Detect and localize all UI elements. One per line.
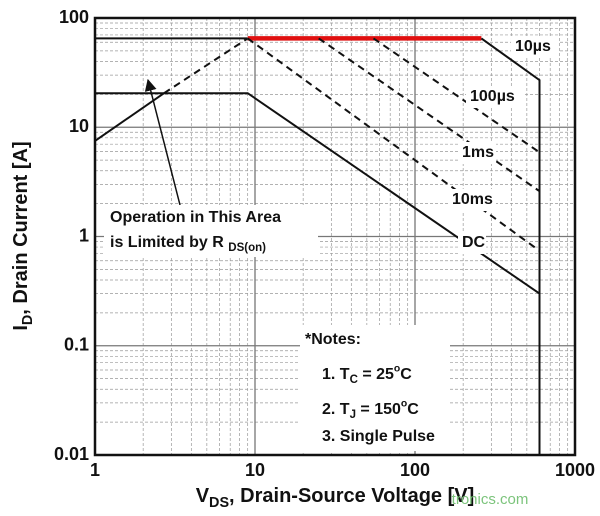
- annotation-text: Operation in This Area: [110, 209, 281, 226]
- y-axis-label-part: I: [10, 325, 32, 331]
- series-line: [480, 37, 541, 455]
- note-text-part: o: [394, 363, 400, 374]
- series-label: 10ms: [452, 191, 493, 208]
- annotation-text: is Limited by R DS(on): [110, 234, 266, 254]
- series-line: [318, 37, 541, 193]
- watermark: tronics.com: [452, 491, 529, 508]
- annotation-arrow: [144, 78, 181, 206]
- y-tick-label: 100: [59, 7, 89, 27]
- series-label-bg: [458, 142, 496, 164]
- note-text-part: 1. T: [322, 366, 350, 383]
- plot-frame: [93, 16, 577, 457]
- y-axis-label-part: D: [20, 315, 36, 325]
- note-text-part: = 25: [358, 366, 394, 383]
- note-text-part: 2. T: [322, 401, 350, 418]
- x-tick-label: 1000: [555, 460, 595, 480]
- y-tick-label: 0.01: [54, 444, 89, 464]
- note-text-part: C: [407, 401, 419, 418]
- series-line: [163, 37, 249, 95]
- series-label: DC: [462, 234, 486, 251]
- annotation-text-part: Operation in This Area: [110, 209, 281, 226]
- series-label: 10µs: [515, 38, 551, 55]
- note-text: 3. Single Pulse: [322, 428, 435, 445]
- annotation-box: [104, 205, 318, 257]
- note-text: 2. TJ = 150oC: [322, 398, 419, 420]
- note-text-part: = 150: [356, 401, 401, 418]
- series-line: [372, 37, 541, 154]
- y-axis-label-part: , Drain Current [A]: [10, 141, 32, 314]
- x-axis-label: VDS, Drain-Source Voltage [V]: [196, 485, 475, 511]
- x-axis-label-part: , Drain-Source Voltage [V]: [229, 485, 474, 507]
- x-tick-label: 1: [90, 460, 100, 480]
- series-group: [94, 36, 541, 455]
- note-text-part: o: [401, 398, 407, 409]
- note-text-part: C: [350, 374, 358, 386]
- note-text: *Notes:: [305, 331, 361, 348]
- note-text-part: J: [350, 409, 356, 421]
- y-tick-label: 0.1: [64, 335, 89, 355]
- x-axis-label-part: DS: [209, 495, 229, 511]
- x-axis-label-part: V: [196, 485, 210, 507]
- note-text-part: *Notes:: [305, 331, 361, 348]
- series-label-bg: [466, 86, 524, 108]
- note-text: 1. TC = 25oC: [322, 363, 412, 385]
- series-label-bg: [448, 189, 496, 211]
- series-label: 100µs: [470, 88, 515, 105]
- annotation-text-part: is Limited by R: [110, 234, 228, 251]
- series-line: [94, 92, 165, 142]
- x-tick-label: 100: [400, 460, 430, 480]
- note-text-part: 3. Single Pulse: [322, 428, 435, 445]
- y-axis-label: ID, Drain Current [A]: [10, 141, 36, 330]
- y-tick-label: 10: [69, 116, 89, 136]
- annotation-text-part: DS(on): [228, 242, 266, 254]
- series-line: [247, 37, 541, 252]
- notes-box: [300, 325, 450, 451]
- series-label-bg: [511, 36, 559, 58]
- y-tick-label: 1: [79, 225, 89, 245]
- series-label-bg: [458, 232, 486, 254]
- note-text-part: C: [400, 366, 412, 383]
- series-line: [95, 92, 541, 295]
- x-tick-label: 10: [245, 460, 265, 480]
- series-label: 1ms: [462, 144, 494, 161]
- labels: 1 10 100 1000 0.01 0.1 1 10 100 10µs 100µs 1ms 10ms D…: [10, 7, 595, 511]
